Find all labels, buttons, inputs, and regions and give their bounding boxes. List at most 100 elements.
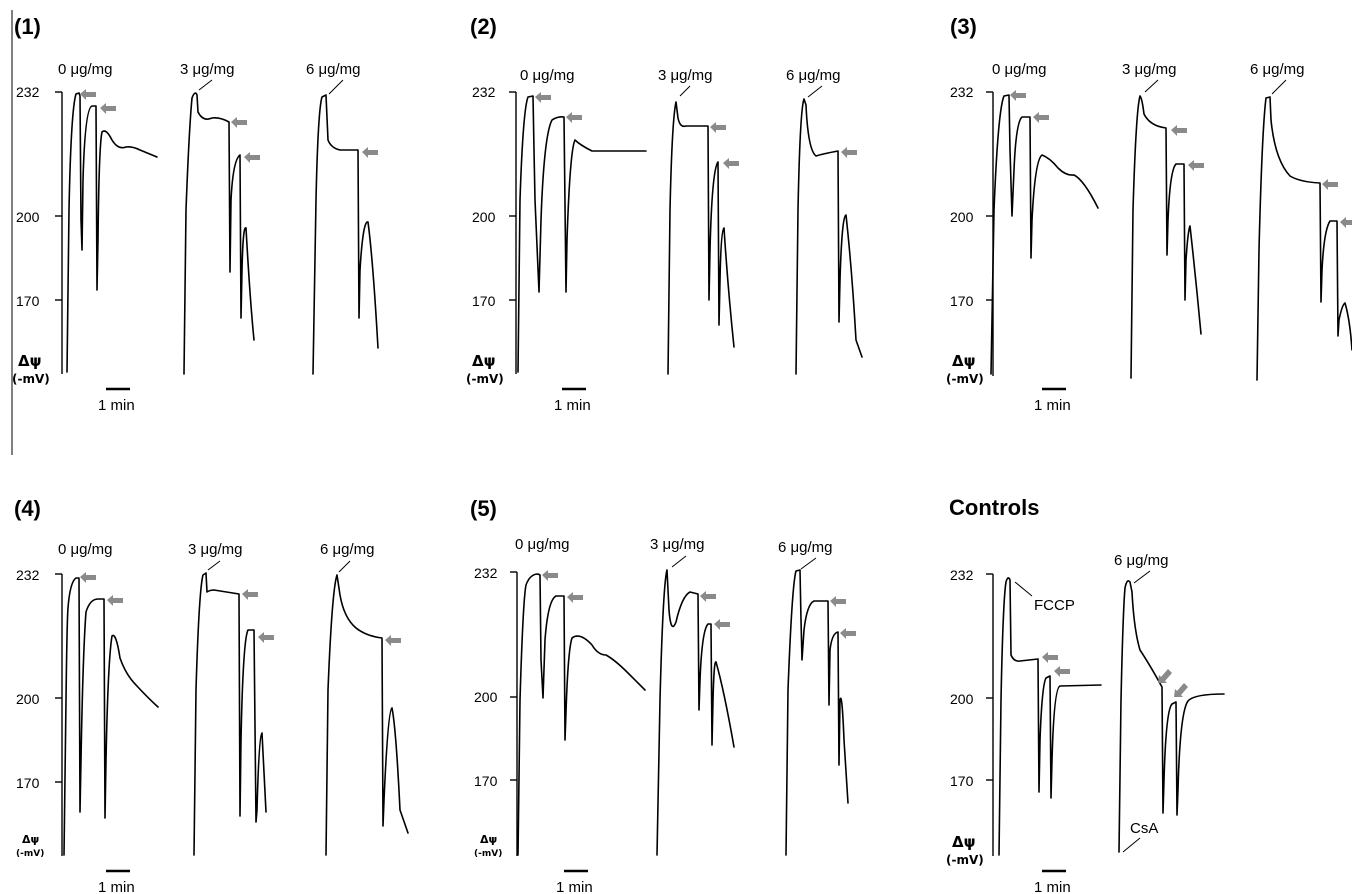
panel-controls-annotation-fccp: FCCP [1034,597,1075,614]
panel-5-trace-1 [656,569,735,856]
panel-3-arrow-1 [1033,112,1049,123]
panel-1-ticklabel-200: 200 [16,209,40,225]
panel-5-ticklabel-170: 170 [474,773,498,789]
panel-3-title: (3) [950,14,977,39]
panel-1-scale-label: 1 min [98,397,135,414]
panel-2-pointer-1 [679,85,691,97]
panel-4-title: (4) [14,496,41,521]
panel-2-arrow-0 [535,92,551,103]
panel-1-trace-0 [66,92,158,373]
panel-5-arrow-2 [700,591,716,602]
panel-3-ylabel: Δψ [952,352,976,370]
panel-4-arrow-2 [242,589,258,600]
panel-1-ticklabel-170: 170 [16,293,40,309]
panel-controls-ticklabel-170: 170 [950,773,974,789]
panel-1-series-0-label: 0 μg/mg [58,61,113,78]
panel-3-yunit: (-mV) [946,372,984,386]
panel-5-arrow-1 [567,592,583,603]
panel-controls-arrow-0 [1042,652,1058,663]
panel-controls-pointer-csa [1122,837,1141,853]
panel-controls-yunit: (-mV) [946,853,984,867]
panel-5-trace-2 [785,569,849,856]
panel-4-ylabel: Δψ [22,833,39,846]
panel-3-scale-label: 1 min [1034,397,1071,414]
panel-5-ticklabel-200: 200 [474,689,498,705]
panel-controls-scale-label: 1 min [1034,879,1071,894]
panel-4-ticklabel-232: 232 [16,567,40,583]
panel-1-trace-2 [312,94,379,375]
panel-2-arrow-4 [841,147,857,158]
panel-2-ticklabel-170: 170 [472,293,496,309]
panel-2-arrow-3 [723,158,739,169]
panel-4-series-0-label: 0 μg/mg [58,541,113,558]
panel-5-arrow-4 [830,596,846,607]
panel-5-arrow-5 [840,628,856,639]
panel-3-ticklabel-170: 170 [950,293,974,309]
panel-1-ylabel: Δψ [18,352,42,370]
panel-3-series-0-label: 0 μg/mg [992,61,1047,78]
panel-3-arrow-3 [1188,160,1204,171]
panel-controls-arrow-1 [1054,666,1070,677]
panel-2-series-2-label: 6 μg/mg [786,67,841,84]
panel-4-ticklabel-170: 170 [16,775,40,791]
panel-3-ticklabel-232: 232 [950,84,974,100]
panel-3-trace-1 [1130,95,1202,379]
panel-controls-arrow-3 [1174,683,1188,697]
panel-1-pointer-2 [328,79,344,95]
panel-2: (2) 0 μg/mg 3 μg/mg 6 μg/mg 232 200 170 … [466,14,863,414]
panel-1-arrow-0 [80,89,96,100]
panel-controls-annotation-csa: CsA [1130,820,1158,837]
panel-controls-trace-1 [1118,580,1225,853]
panel-5-trace-0 [517,573,646,856]
panel-1-series-1-label: 3 μg/mg [180,61,235,78]
panel-4-pointer-1 [207,560,221,571]
panel-4: (4) 0 μg/mg 3 μg/mg 6 μg/mg 232 200 170 … [14,496,409,894]
panel-5-ticklabel-232: 232 [474,565,498,581]
panel-2-series-1-label: 3 μg/mg [658,67,713,84]
panel-controls-trace-0 [998,577,1102,856]
panel-3-arrow-5 [1340,217,1352,228]
panel-5-series-2-label: 6 μg/mg [778,539,833,556]
panel-5-title: (5) [470,496,497,521]
panel-5-pointer-1 [671,555,687,568]
panel-4-arrow-4 [385,635,401,646]
panel-3-pointer-2 [1271,79,1287,95]
panel-2-arrow-1 [566,112,582,123]
panel-4-arrow-1 [107,595,123,606]
panel-3-pointer-1 [1144,79,1159,93]
panel-5-arrow-3 [714,619,730,630]
panel-2-ylabel: Δψ [472,352,496,370]
panel-1-ticklabel-232: 232 [16,84,40,100]
panel-4-trace-1 [193,572,267,856]
panel-2-title: (2) [470,14,497,39]
panel-3: (3) 0 μg/mg 3 μg/mg 6 μg/mg 232 200 170 … [946,14,1352,414]
panel-3-ticklabel-200: 200 [950,209,974,225]
panel-5-ylabel: Δψ [480,833,497,846]
panel-3-trace-0 [990,94,1099,375]
panel-2-pointer-2 [807,85,823,98]
panel-3-arrow-2 [1171,125,1187,136]
panel-1-pointer-1 [198,79,213,91]
panel-2-yunit: (-mV) [466,372,504,386]
panel-controls-ylabel: Δψ [952,833,976,851]
panel-5-series-1-label: 3 μg/mg [650,536,705,553]
panel-3-series-1-label: 3 μg/mg [1122,61,1177,78]
panel-5-series-0-label: 0 μg/mg [515,536,570,553]
panel-2-trace-1 [667,101,735,375]
panel-controls-series-1-label: 6 μg/mg [1114,552,1169,569]
panel-controls-ticklabel-200: 200 [950,691,974,707]
panel-2-scale-label: 1 min [554,397,591,414]
panel-3-series-2-label: 6 μg/mg [1250,61,1305,78]
panel-3-arrow-4 [1322,179,1338,190]
panel-1-yunit: (-mV) [12,372,50,386]
panel-4-series-1-label: 3 μg/mg [188,541,243,558]
panel-4-series-2-label: 6 μg/mg [320,541,375,558]
panel-controls-title: Controls [949,495,1039,520]
panel-controls-arrow-2 [1158,669,1172,683]
panel-2-ticklabel-232: 232 [472,84,496,100]
panel-1-title: (1) [14,14,41,39]
panel-4-pointer-2 [338,560,351,573]
panel-5: (5) 0 μg/mg 3 μg/mg 6 μg/mg 232 200 170 … [470,496,856,894]
panel-1: (1) 0 μg/mg 3 μg/mg 6 μg/mg 232 200 170 … [12,14,379,414]
